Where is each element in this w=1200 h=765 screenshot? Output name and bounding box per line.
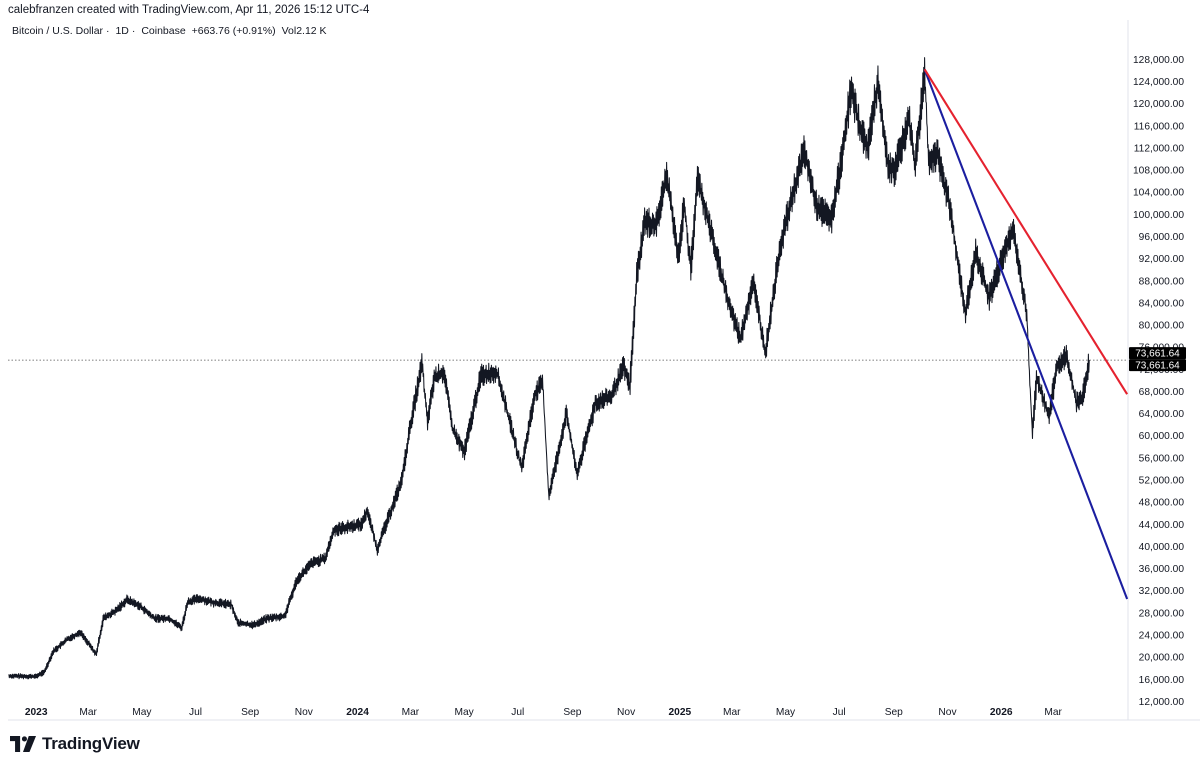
y-tick-label: 124,000.00 (1133, 77, 1184, 88)
y-tick-label: 28,000.00 (1139, 608, 1185, 619)
red-trendline (923, 68, 1129, 395)
y-tick-label: 112,000.00 (1134, 143, 1185, 154)
x-tick-label: Sep (885, 707, 903, 718)
x-tick-label: Mar (79, 707, 97, 718)
y-tick-label: 116,000.00 (1134, 121, 1185, 132)
symbol-name[interactable]: Bitcoin / U.S. Dollar (12, 25, 104, 37)
symbol-info-line[interactable]: Bitcoin / U.S. Dollar · 1D · Coinbase +663… (12, 25, 327, 37)
y-tick-label: 80,000.00 (1139, 321, 1185, 332)
x-tick-label: Mar (723, 707, 741, 718)
price-series-line (8, 57, 1090, 680)
x-tick-label: Nov (617, 707, 636, 718)
x-tick-label: Jul (511, 707, 524, 718)
last-price-tag-bg (1129, 359, 1186, 372)
x-tick-label: May (454, 707, 474, 718)
x-tick-label: Mar (1044, 707, 1062, 718)
y-tick-label: 20,000.00 (1139, 653, 1185, 664)
y-tick-label: 88,000.00 (1139, 276, 1185, 287)
y-tick-label: 56,000.00 (1139, 453, 1185, 464)
y-tick-label: 52,000.00 (1139, 476, 1185, 487)
brand-name: TradingView (42, 734, 140, 753)
y-tick-label: 32,000.00 (1139, 586, 1185, 597)
last-price-tag: 73,661.64 (1135, 361, 1180, 372)
x-tick-label: Nov (938, 707, 957, 718)
y-tick-label: 84,000.00 (1139, 298, 1185, 309)
attribution-text: calebfranzen created with TradingView.co… (8, 4, 370, 16)
x-tick-label: 2023 (25, 707, 48, 718)
last-price-tag-upper: 73,661.64 (1135, 349, 1180, 360)
tradingview-logo-icon (10, 736, 36, 752)
symbol-change: +663.76 (+0.91%) (191, 25, 276, 37)
y-tick-label: 92,000.00 (1139, 254, 1185, 265)
y-tick-label: 120,000.00 (1133, 99, 1184, 110)
x-tick-label: Mar (402, 707, 420, 718)
y-tick-label: 68,000.00 (1139, 387, 1185, 398)
last-price-tag-upper-bg (1129, 347, 1186, 360)
blue-trendline (923, 68, 1129, 600)
x-tick-label: Jul (189, 707, 202, 718)
x-tick-label: Sep (241, 707, 259, 718)
x-tick-label: May (132, 707, 152, 718)
y-tick-label: 60,000.00 (1139, 431, 1185, 442)
y-tick-label: 108,000.00 (1133, 166, 1184, 177)
y-tick-label: 12,000.00 (1139, 697, 1185, 708)
volume-value: 2.12 K (296, 25, 327, 37)
y-tick-label: 104,000.00 (1133, 188, 1184, 199)
y-tick-label: 100,000.00 (1133, 210, 1184, 221)
symbol-interval[interactable]: 1D (115, 25, 129, 37)
volume-label: Vol (281, 25, 297, 37)
y-tick-label: 36,000.00 (1139, 564, 1185, 575)
x-tick-label: 2026 (990, 707, 1013, 718)
symbol-exchange: Coinbase (141, 25, 186, 37)
y-tick-label: 44,000.00 (1139, 520, 1185, 531)
y-tick-label: 40,000.00 (1139, 542, 1185, 553)
y-tick-label: 24,000.00 (1139, 630, 1185, 641)
x-tick-label: Sep (563, 707, 581, 718)
x-tick-label: Nov (295, 707, 314, 718)
y-tick-label: 16,000.00 (1139, 675, 1185, 686)
x-tick-label: May (776, 707, 796, 718)
x-tick-label: 2024 (346, 707, 369, 718)
x-tick-label: Jul (833, 707, 846, 718)
y-tick-label: 64,000.00 (1139, 409, 1185, 420)
y-tick-label: 128,000.00 (1133, 55, 1184, 66)
x-tick-label: 2025 (668, 707, 691, 718)
y-tick-label: 48,000.00 (1139, 498, 1185, 509)
tradingview-brand[interactable]: TradingView (10, 734, 140, 754)
y-tick-label: 96,000.00 (1139, 232, 1185, 243)
